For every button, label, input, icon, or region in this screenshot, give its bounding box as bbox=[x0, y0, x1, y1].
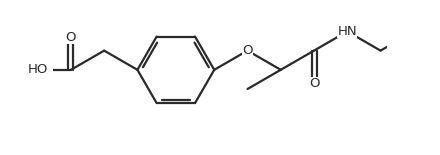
Text: O: O bbox=[242, 44, 253, 57]
Text: HN: HN bbox=[337, 25, 357, 38]
Text: O: O bbox=[309, 77, 319, 90]
Text: HO: HO bbox=[28, 63, 48, 76]
Text: O: O bbox=[66, 31, 76, 44]
